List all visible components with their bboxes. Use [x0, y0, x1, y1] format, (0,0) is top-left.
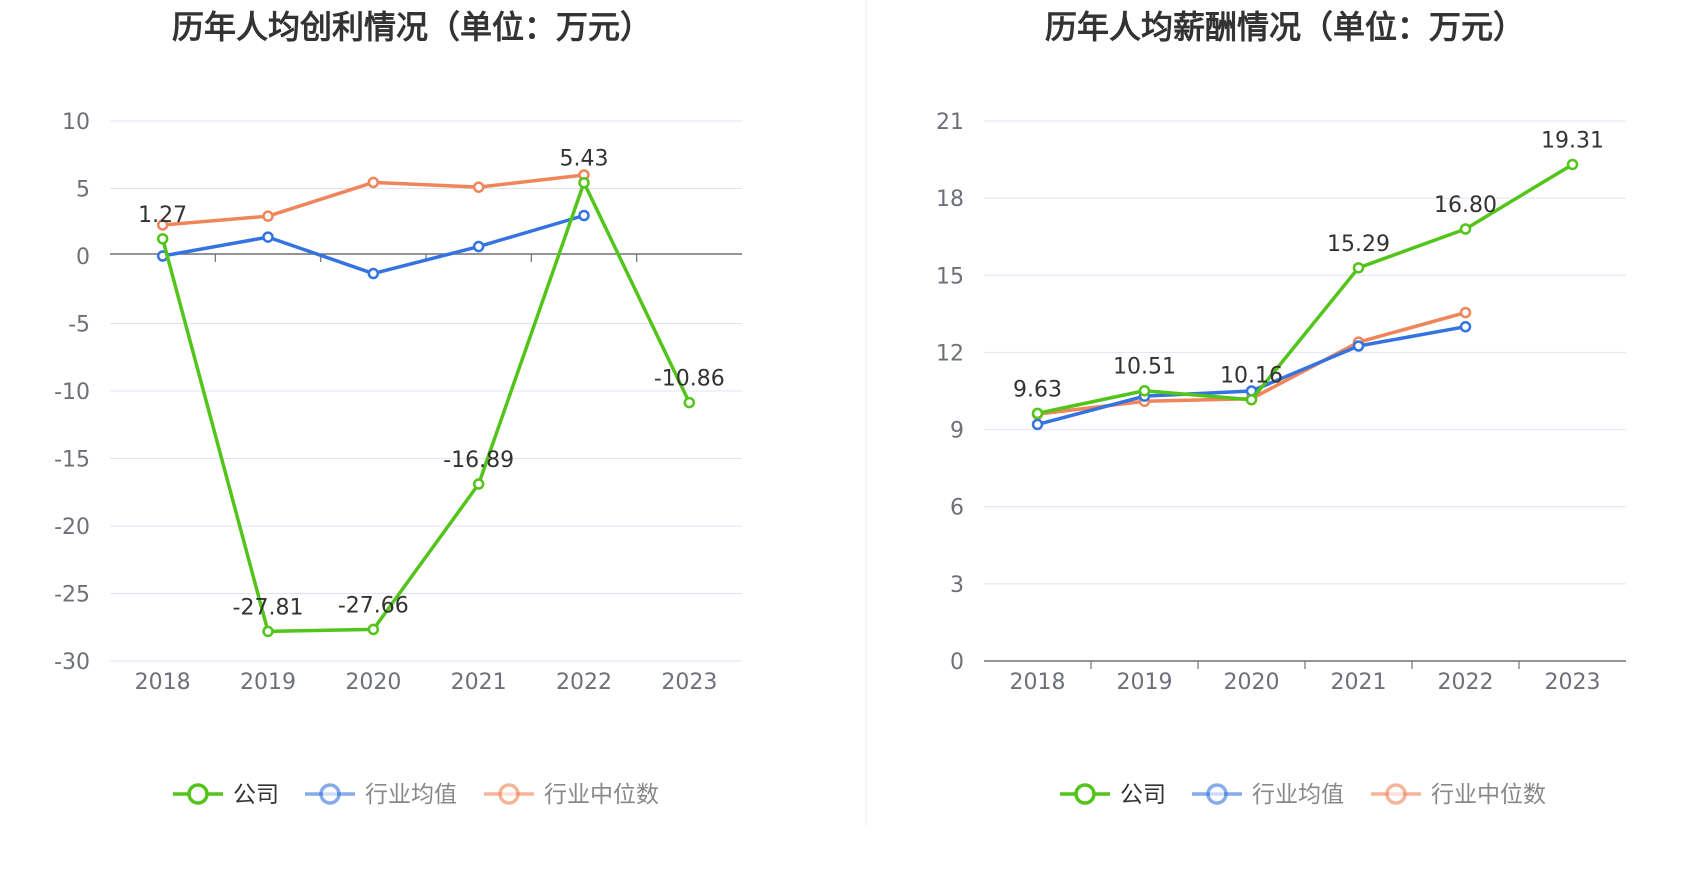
data-point-company[interactable] [1245, 393, 1258, 406]
legend-item-company[interactable]: 公司 [1060, 782, 1166, 808]
data-label: 16.80 [1434, 193, 1497, 218]
y-tick-label: 9 [950, 419, 964, 444]
profit-per-capita-chart: 历年人均创利情况（单位：万元） 10 5 0 -5 -10 -15 -20 -25 -30 201… [54, 8, 742, 808]
data-point-company[interactable] [1031, 407, 1044, 420]
data-point-company[interactable] [262, 625, 274, 638]
legend-label: 公司 [233, 782, 279, 808]
y-tick-label: 18 [936, 187, 964, 212]
data-point-industry-avg[interactable] [1031, 418, 1044, 431]
y-tick-label: 5 [76, 178, 90, 203]
y-tick-label: -10 [54, 380, 90, 405]
y-tick-label: -30 [54, 650, 90, 675]
data-point-company[interactable] [578, 176, 590, 189]
x-tick-label: 2020 [1224, 670, 1280, 695]
x-tick-label: 2021 [451, 670, 507, 695]
data-point-industry-median[interactable] [156, 219, 169, 231]
data-point-industry-median[interactable] [472, 181, 485, 193]
data-point-company[interactable] [472, 478, 485, 490]
data-point-company[interactable] [1459, 223, 1472, 235]
x-tick-label: 2020 [345, 670, 401, 695]
x-tick-label: 2023 [661, 670, 717, 695]
y-tick-label: -5 [68, 313, 90, 338]
legend-marker-icon [187, 783, 209, 805]
data-label: -16.89 [443, 448, 514, 473]
data-label: -27.81 [233, 595, 304, 620]
y-tick-label: -25 [54, 583, 90, 608]
y-tick-label: 6 [950, 496, 964, 521]
y-tick-label: -20 [54, 515, 90, 540]
chart-legend: 公司 行业均值 行业中位数 [1060, 782, 1546, 808]
x-tick-label: 2022 [1438, 670, 1494, 695]
data-label: 1.27 [138, 203, 187, 228]
data-label: 5.43 [560, 147, 609, 172]
data-label: -27.66 [338, 593, 409, 618]
y-tick-label: 12 [936, 341, 964, 366]
data-point-company[interactable] [367, 623, 380, 636]
legend-label: 行业中位数 [1431, 782, 1546, 808]
legend-item-industry-median[interactable]: 行业中位数 [1371, 782, 1546, 808]
x-tick-label: 2019 [1117, 670, 1173, 695]
legend-marker-icon [1074, 783, 1096, 805]
chart-legend: 公司 行业均值 行业中位数 [173, 782, 659, 808]
x-tick-label: 2021 [1331, 670, 1387, 695]
legend-item-industry-median[interactable]: 行业中位数 [484, 782, 659, 808]
data-point-company[interactable] [1566, 158, 1579, 171]
x-tick-label: 2018 [1010, 670, 1066, 695]
salary-per-capita-chart: 历年人均薪酬情况（单位：万元） 21 18 15 12 9 6 3 0 2018 2019 2020… [936, 8, 1626, 808]
x-tick-label: 2019 [240, 670, 296, 695]
data-label: 10.16 [1220, 364, 1283, 389]
data-point-industry-median[interactable] [1459, 306, 1472, 319]
data-point-industry-avg[interactable] [262, 231, 274, 243]
data-point-industry-avg[interactable] [1459, 320, 1472, 333]
series-line-industry-avg [162, 213, 585, 276]
y-tick-label: 0 [950, 650, 964, 675]
legend-label: 行业均值 [1252, 782, 1344, 808]
data-point-industry-median[interactable] [262, 210, 274, 222]
y-tick-label: 3 [950, 573, 964, 598]
series-line-company [1037, 162, 1574, 416]
data-point-company[interactable] [683, 396, 696, 409]
legend-item-company[interactable]: 公司 [173, 782, 279, 808]
chart-title: 历年人均创利情况（单位：万元） [172, 8, 652, 46]
data-point-industry-avg[interactable] [1352, 340, 1365, 352]
legend-marker-icon [319, 783, 341, 805]
data-label: 9.63 [1013, 377, 1062, 402]
data-label: 15.29 [1327, 232, 1390, 257]
legend-label: 行业中位数 [544, 782, 659, 808]
data-label: -10.86 [654, 367, 725, 392]
y-tick-label: 10 [62, 110, 90, 135]
legend-item-industry-avg[interactable]: 行业均值 [1192, 782, 1344, 808]
data-point-industry-avg[interactable] [367, 267, 380, 280]
legend-item-industry-avg[interactable]: 行业均值 [305, 782, 457, 808]
series-line-company [160, 180, 691, 634]
data-point-company[interactable] [1138, 384, 1151, 397]
data-point-industry-avg[interactable] [578, 209, 590, 222]
legend-label: 公司 [1120, 782, 1166, 808]
x-tick-label: 2022 [556, 670, 612, 695]
y-tick-label: 0 [76, 245, 90, 270]
chart-title: 历年人均薪酬情况（单位：万元） [1045, 8, 1525, 46]
legend-label: 行业均值 [365, 782, 457, 808]
data-label: 10.51 [1113, 355, 1176, 380]
data-point-company[interactable] [1352, 262, 1365, 274]
x-tick-label: 2023 [1545, 670, 1601, 695]
y-tick-label: 21 [936, 110, 964, 135]
data-label: 19.31 [1541, 128, 1604, 153]
legend-marker-icon [498, 783, 520, 805]
legend-marker-icon [1385, 783, 1407, 805]
x-tick-label: 2018 [135, 670, 191, 695]
data-point-industry-median[interactable] [367, 176, 380, 189]
y-tick-label: -15 [54, 448, 90, 473]
data-point-company[interactable] [156, 233, 169, 245]
legend-marker-icon [1206, 783, 1228, 805]
data-point-industry-avg[interactable] [472, 240, 485, 253]
y-tick-label: 15 [936, 264, 964, 289]
